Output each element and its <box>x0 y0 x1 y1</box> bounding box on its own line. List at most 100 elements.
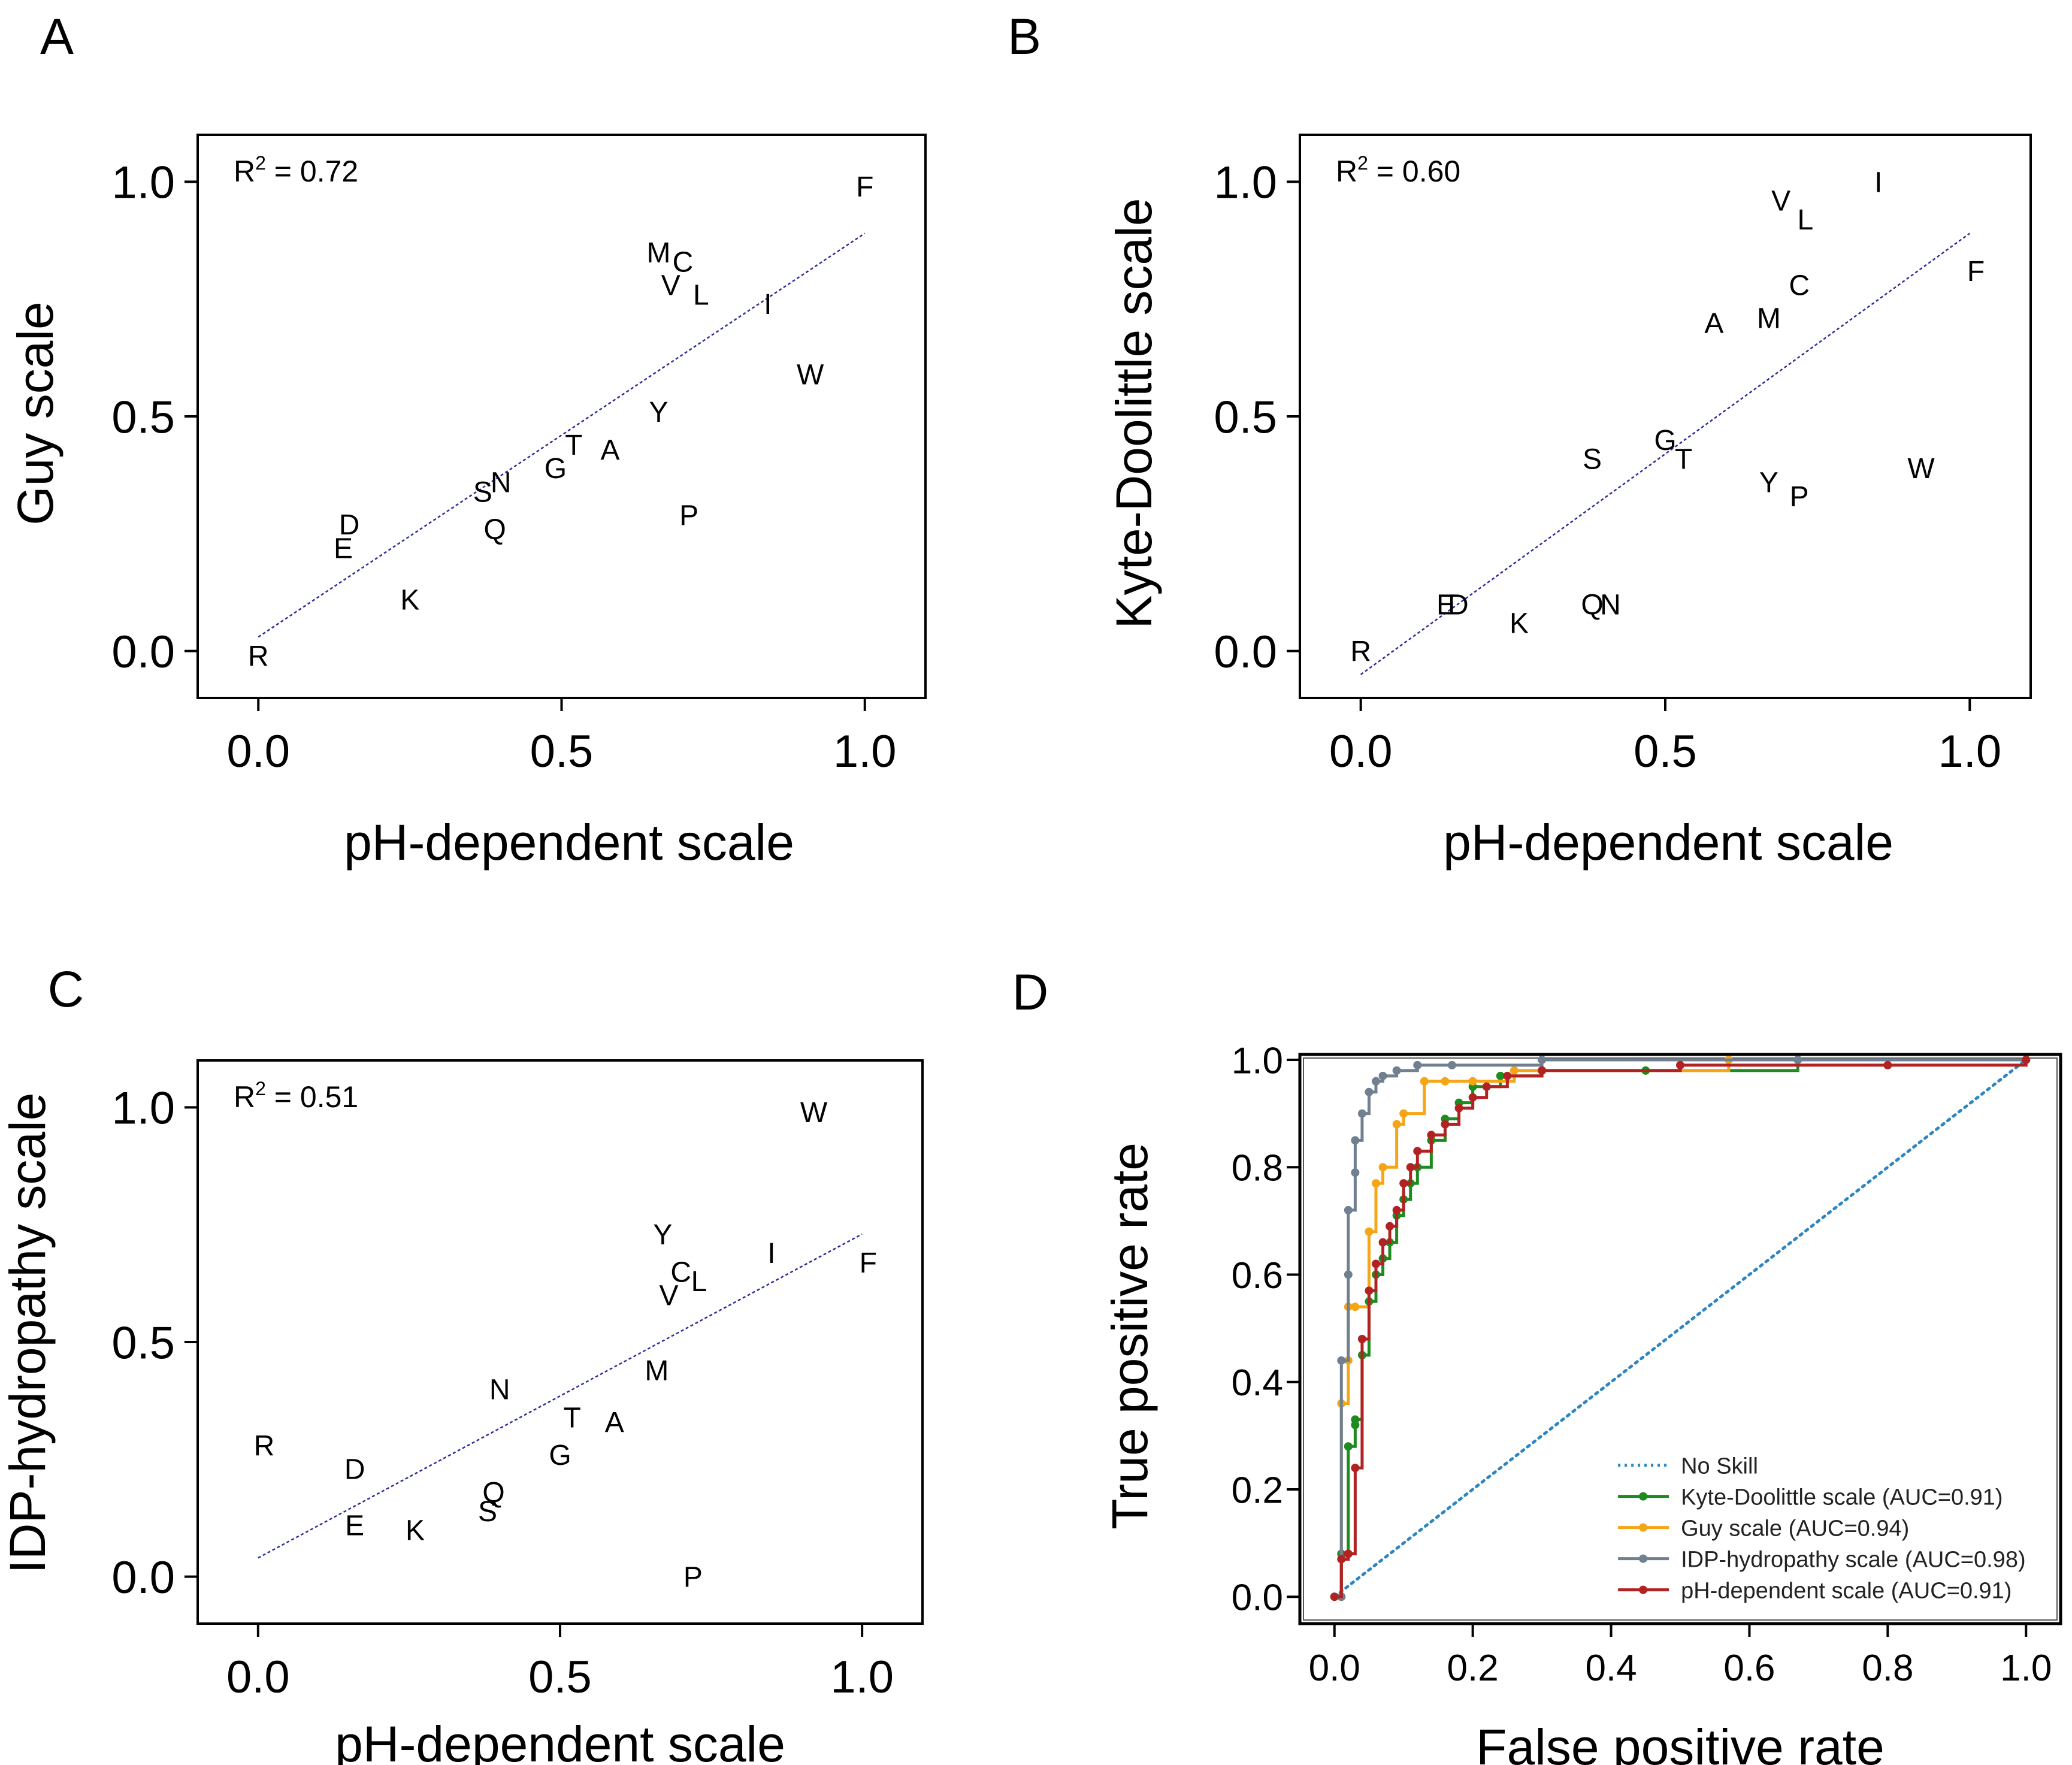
point-label-m: M <box>647 237 671 269</box>
roc-point <box>2022 1055 2031 1064</box>
roc-point <box>1330 1592 1339 1601</box>
point-label-l: L <box>691 1266 707 1298</box>
y-tick-label: 0.6 <box>1232 1255 1283 1296</box>
plot-inner-frame <box>1303 1057 2058 1621</box>
y-tick-label: 0.4 <box>1232 1362 1283 1404</box>
y-tick-label: 0.0 <box>1214 627 1277 678</box>
roc-point <box>1392 1120 1401 1129</box>
point-label-n: N <box>489 1374 510 1406</box>
point-label-t: T <box>565 430 582 461</box>
chart-b: 0.0 0.5 1.0 0.0 0.5 1.0 pH-dependent scale Kyte… <box>1106 134 2032 871</box>
r2-annotation: R2 = 0.72 <box>234 152 358 188</box>
point-label-e: E <box>334 533 353 564</box>
r2-value: = 0.72 <box>266 155 358 188</box>
point-label-d: D <box>339 509 360 541</box>
point-label-l: L <box>693 279 709 311</box>
legend-label: IDP-hydropathy scale (AUC=0.98) <box>1681 1548 2026 1573</box>
legend-label: Guy scale (AUC=0.94) <box>1681 1516 1909 1542</box>
y-tick-label: 0.8 <box>1232 1148 1283 1189</box>
roc-point <box>1413 1060 1422 1069</box>
x-tick-label: 0.0 <box>1329 726 1393 777</box>
point-label-f: F <box>856 171 873 203</box>
roc-point <box>1351 1464 1360 1473</box>
roc-point <box>1378 1163 1387 1172</box>
plot-frame <box>1298 1053 2062 1625</box>
point-label-q: Q <box>1581 589 1603 621</box>
chart-c: 0.0 0.5 1.0 0.0 0.5 1.0 pH-dependent scale IDP-… <box>0 1059 924 1765</box>
r2-symbol: R <box>234 1080 255 1114</box>
roc-point <box>1413 1147 1422 1156</box>
panel-label-b: B <box>1008 8 1041 65</box>
point-label-r: R <box>1350 636 1371 668</box>
x-tick-label: 1.0 <box>833 726 897 777</box>
point-label-e: E <box>1436 589 1456 621</box>
point-label-r: R <box>248 641 269 673</box>
legend-entry: Guy scale (AUC=0.94) <box>1618 1516 1909 1542</box>
y-tick-label: 0.2 <box>1232 1470 1283 1511</box>
plot-frame <box>196 134 927 699</box>
regression-line <box>1360 232 1971 675</box>
roc-point <box>1351 1136 1360 1145</box>
r2-annotation: R2 = 0.51 <box>234 1078 358 1114</box>
chart-a: 0.0 0.5 1.0 0.0 0.5 1.0 pH-dependent scale Guy … <box>7 134 927 871</box>
y-tick-label: 1.0 <box>1232 1040 1283 1081</box>
point-label-v: V <box>659 1280 678 1312</box>
point-label-c: C <box>1789 270 1810 302</box>
x-tick-label: 1.0 <box>2000 1648 2052 1689</box>
point-label-f: F <box>860 1247 877 1279</box>
panel-label-a: A <box>40 8 74 65</box>
point-label-g: G <box>545 453 567 485</box>
point-label-w: W <box>1907 453 1935 485</box>
roc-point <box>1392 1066 1401 1075</box>
roc-point <box>1365 1087 1374 1096</box>
roc-point <box>1496 1071 1505 1080</box>
x-tick-label: 0.4 <box>1585 1648 1637 1689</box>
regression-line <box>258 232 866 638</box>
r2-value: = 0.51 <box>266 1080 358 1114</box>
point-label-s: S <box>478 1496 497 1528</box>
roc-point <box>1482 1082 1491 1091</box>
legend-marker <box>1639 1585 1648 1594</box>
x-tick-label: 0.8 <box>1862 1648 1913 1689</box>
y-tick-label: 0.0 <box>1232 1577 1283 1619</box>
y-tick-label: 0.0 <box>111 1552 175 1603</box>
roc-point <box>1344 1205 1353 1214</box>
roc-point <box>1448 1060 1456 1069</box>
point-label-a: A <box>1704 307 1723 339</box>
legend-marker <box>1639 1554 1648 1563</box>
point-label-k: K <box>406 1515 425 1546</box>
panel-label-c: C <box>48 961 84 1017</box>
roc-point <box>1538 1055 1547 1064</box>
y-tick-label: 0.5 <box>111 1317 175 1368</box>
y-axis-label: True positive rate <box>1102 1143 1158 1530</box>
roc-point <box>1399 1109 1408 1118</box>
point-label-q: Q <box>482 1477 504 1509</box>
point-label-t: T <box>1675 444 1692 476</box>
point-label-w: W <box>797 359 824 391</box>
roc-point <box>1392 1205 1401 1214</box>
roc-point <box>1344 1549 1353 1558</box>
regression-line <box>258 1233 863 1559</box>
y-axis-label: Kyte-Doolittle scale <box>1106 198 1162 629</box>
panel-label-d: D <box>1012 964 1049 1020</box>
point-label-s: S <box>1583 444 1602 476</box>
x-tick-label: 0.0 <box>1309 1648 1360 1689</box>
y-tick-label: 0.5 <box>1214 392 1277 443</box>
roc-point <box>1344 1442 1353 1451</box>
roc-point <box>1510 1066 1519 1075</box>
x-tick-label: 0.5 <box>1634 726 1697 777</box>
y-axis-label: Guy scale <box>7 301 63 525</box>
legend-entry: IDP-hydropathy scale (AUC=0.98) <box>1618 1548 2026 1573</box>
legend-entry: No Skill <box>1618 1454 1758 1479</box>
point-label-e: E <box>345 1510 364 1542</box>
point-label-n: N <box>1600 589 1621 621</box>
plot-frame <box>196 1059 924 1625</box>
x-tick-label: 1.0 <box>830 1652 894 1703</box>
roc-point <box>1503 1071 1512 1080</box>
point-label-p: P <box>683 1562 703 1594</box>
roc-point <box>1357 1109 1366 1118</box>
r2-superscript: 2 <box>255 1078 266 1099</box>
x-tick-label: 0.2 <box>1447 1648 1499 1689</box>
point-label-g: G <box>549 1440 571 1471</box>
